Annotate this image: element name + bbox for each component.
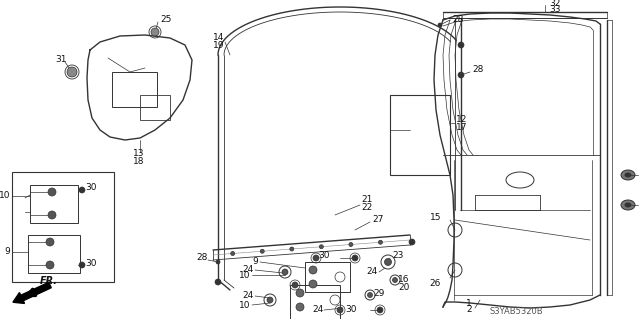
Text: 28: 28 [196, 254, 207, 263]
Circle shape [67, 67, 77, 77]
Text: 30: 30 [85, 183, 97, 192]
Text: 20: 20 [398, 283, 410, 292]
Bar [28, 235, 80, 273]
Text: FR.: FR. [40, 276, 58, 286]
Circle shape [79, 187, 85, 193]
Ellipse shape [625, 173, 632, 177]
Text: 29: 29 [373, 288, 385, 298]
Circle shape [46, 238, 54, 246]
Circle shape [438, 23, 442, 27]
Circle shape [79, 262, 85, 268]
Text: 16: 16 [398, 276, 410, 285]
Circle shape [46, 261, 54, 269]
Text: 28: 28 [472, 65, 483, 75]
Circle shape [216, 260, 220, 264]
Text: 24: 24 [243, 265, 254, 275]
Circle shape [377, 307, 383, 313]
Text: 14: 14 [213, 33, 225, 42]
Bar [12, 172, 114, 282]
Text: 32: 32 [549, 0, 561, 9]
Circle shape [151, 28, 159, 36]
Text: 28: 28 [452, 14, 463, 24]
Circle shape [378, 240, 383, 244]
Text: 23: 23 [392, 250, 403, 259]
Circle shape [409, 239, 415, 245]
Circle shape [378, 308, 382, 312]
Bar [30, 185, 78, 223]
Bar [290, 285, 340, 319]
Text: 10: 10 [239, 271, 250, 279]
Circle shape [215, 279, 221, 285]
Text: 21: 21 [361, 196, 372, 204]
Text: 1: 1 [466, 299, 472, 308]
Bar [305, 262, 350, 292]
Text: 24: 24 [367, 268, 378, 277]
Text: 15: 15 [429, 213, 441, 222]
Text: 18: 18 [133, 157, 145, 166]
Text: S3YAB5320B: S3YAB5320B [490, 307, 543, 315]
Circle shape [230, 251, 235, 256]
Circle shape [385, 258, 392, 265]
Circle shape [459, 73, 463, 77]
Text: 31: 31 [55, 55, 67, 63]
Text: 24: 24 [243, 292, 254, 300]
Circle shape [260, 249, 264, 253]
Text: 27: 27 [372, 216, 383, 225]
Circle shape [319, 245, 323, 249]
Circle shape [292, 282, 298, 288]
Text: 9: 9 [4, 248, 10, 256]
Text: 12: 12 [456, 115, 467, 124]
Circle shape [367, 293, 372, 298]
Circle shape [352, 255, 358, 261]
Text: 30: 30 [345, 305, 356, 314]
Text: 13: 13 [133, 150, 145, 159]
Circle shape [290, 247, 294, 251]
FancyArrow shape [13, 282, 51, 303]
Text: 10: 10 [0, 191, 10, 201]
Text: 30: 30 [318, 251, 330, 261]
Ellipse shape [621, 200, 635, 210]
Ellipse shape [625, 203, 632, 207]
Text: 17: 17 [456, 122, 467, 131]
Bar [390, 95, 450, 175]
Text: 2: 2 [466, 305, 472, 314]
Text: 26: 26 [429, 278, 441, 287]
Circle shape [392, 278, 397, 283]
Circle shape [309, 266, 317, 274]
Text: 9: 9 [252, 257, 258, 266]
Circle shape [296, 289, 304, 297]
Circle shape [458, 42, 464, 48]
Circle shape [296, 303, 304, 311]
Circle shape [267, 297, 273, 303]
Circle shape [282, 269, 288, 275]
Circle shape [48, 188, 56, 196]
Text: 10: 10 [239, 300, 250, 309]
Circle shape [353, 256, 357, 260]
Circle shape [309, 280, 317, 288]
Text: 30: 30 [85, 258, 97, 268]
Ellipse shape [621, 170, 635, 180]
Bar [140, 95, 170, 120]
Circle shape [337, 307, 343, 313]
Text: 22: 22 [361, 203, 372, 211]
Circle shape [313, 255, 319, 261]
Bar [112, 72, 157, 107]
Text: 19: 19 [213, 41, 225, 49]
Text: 24: 24 [313, 306, 324, 315]
Text: 25: 25 [160, 14, 172, 24]
Circle shape [349, 242, 353, 247]
Circle shape [48, 211, 56, 219]
Circle shape [458, 72, 464, 78]
Text: 33: 33 [549, 5, 561, 14]
